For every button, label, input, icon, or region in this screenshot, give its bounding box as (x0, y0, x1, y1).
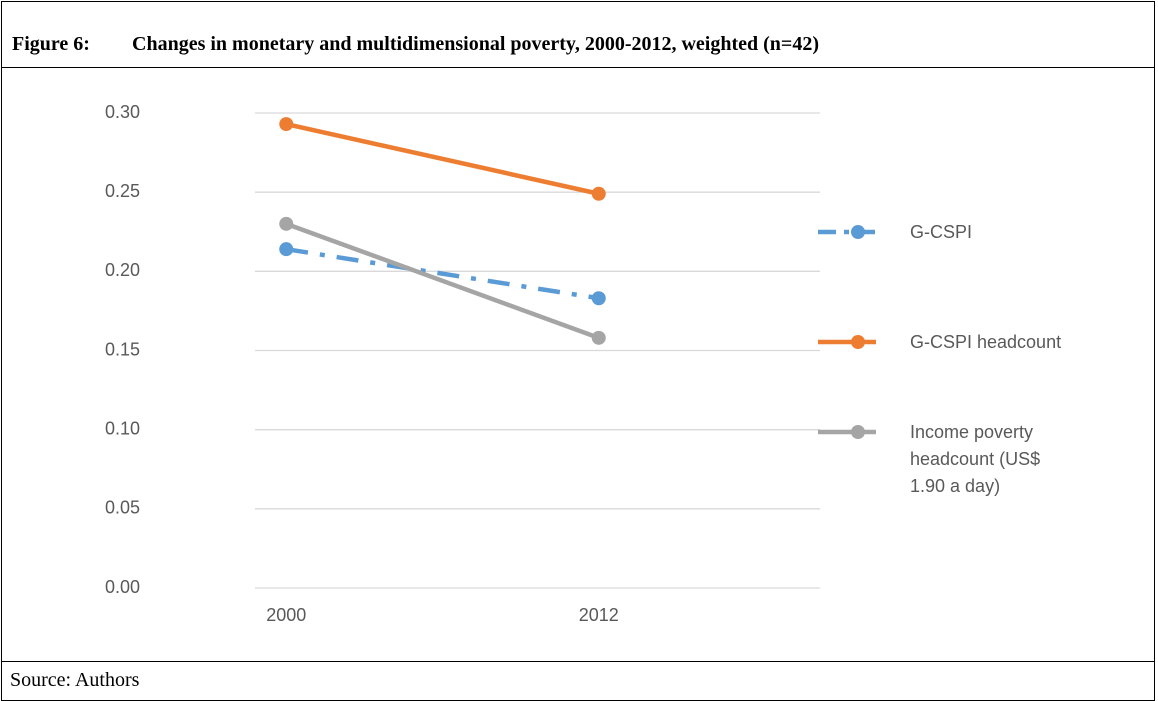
data-point (591, 330, 606, 345)
y-tick-label: 0.25 (105, 181, 140, 201)
data-point (591, 186, 606, 201)
figure-header: Figure 6: Changes in monetary and multid… (2, 2, 1154, 68)
data-point (279, 216, 294, 231)
data-point (279, 242, 294, 257)
series-line (285, 121, 600, 196)
legend-label: G-CSPI headcount (910, 332, 1062, 352)
x-tick-label: 2012 (579, 605, 619, 625)
legend-marker (851, 335, 865, 349)
y-tick-label: 0.10 (105, 418, 140, 438)
x-tick-label: 2000 (266, 605, 306, 625)
legend-label: G-CSPI (910, 222, 973, 242)
figure-title: Changes in monetary and multidimensional… (132, 33, 819, 55)
data-point (279, 117, 294, 132)
legend-marker (851, 425, 865, 439)
y-tick-label: 0.15 (105, 339, 140, 359)
source-note: Source: Authors (2, 661, 1154, 692)
y-tick-label: 0.30 (105, 102, 140, 122)
y-tick-label: 0.20 (105, 260, 140, 280)
data-point (591, 291, 606, 306)
y-tick-label: 0.05 (105, 498, 140, 518)
y-tick-label: 0.00 (105, 577, 140, 597)
figure-label: Figure 6: (12, 33, 90, 55)
series-line (285, 246, 600, 301)
legend-label: Income poverty headcount (US$ 1.90 a day… (910, 422, 1041, 496)
legend-marker (851, 225, 865, 239)
series-line (285, 221, 600, 340)
